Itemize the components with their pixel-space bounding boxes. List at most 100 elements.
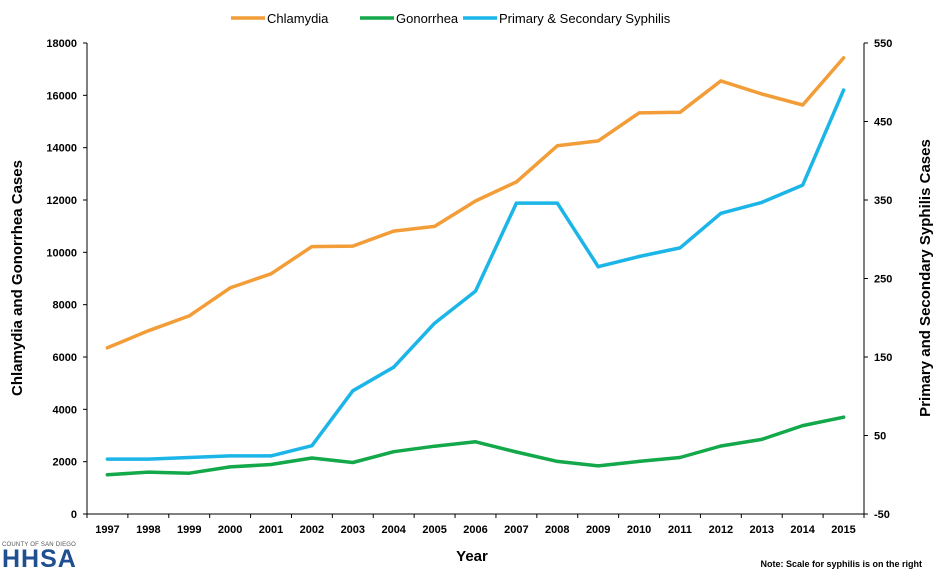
x-tick-label: 2012 (709, 524, 733, 536)
data-point-chlamydia (678, 110, 682, 114)
data-point-gonorrhea (596, 464, 600, 468)
data-point-chlamydia (841, 56, 846, 60)
data-point-chlamydia (473, 199, 478, 203)
data-point-gonorrhea (514, 450, 518, 454)
x-tick-label: 2002 (300, 524, 324, 536)
data-point-gonorrhea (105, 473, 110, 477)
data-point-chlamydia (433, 224, 437, 229)
hhsa-logo: COUNTY OF SAN DIEGO HHSA (0, 542, 140, 573)
y-tick-left-label: 10000 (46, 247, 77, 259)
y-tick-left-label: 14000 (46, 143, 77, 155)
data-point-gonorrhea (719, 444, 723, 448)
data-point-primary-secondary-syphilis (801, 183, 805, 187)
data-point-gonorrhea (269, 462, 273, 467)
y-tick-left-label: 0 (71, 509, 77, 521)
data-point-primary-secondary-syphilis (433, 321, 437, 325)
data-point-primary-secondary-syphilis (146, 457, 150, 461)
x-tick-label: 2009 (586, 524, 610, 536)
data-point-primary-secondary-syphilis (555, 201, 559, 205)
legend-label-gonorrhea: Gonorrhea (396, 11, 459, 26)
legend-label-primary-secondary-syphilis: Primary & Secondary Syphilis (499, 11, 671, 26)
axes: 0 2000 4000 6000 8000 10000 12000 14000 16000 180… (46, 38, 892, 536)
series-lines (105, 56, 846, 477)
data-point-chlamydia (310, 244, 314, 249)
data-point-primary-secondary-syphilis (269, 454, 273, 458)
series-line-gonorrhea (105, 415, 846, 477)
x-tick-label: 2003 (341, 524, 365, 536)
x-tick-label: 2007 (504, 524, 528, 536)
x-tick-label: 2000 (218, 524, 242, 536)
data-point-gonorrhea (801, 423, 805, 428)
data-point-gonorrhea (555, 459, 559, 464)
y-tick-left-label: 16000 (46, 90, 77, 102)
data-point-primary-secondary-syphilis (187, 455, 191, 460)
data-point-primary-secondary-syphilis (473, 289, 478, 293)
legend: Chlamydia Gonorrhea Primary & Secondary Sy… (231, 11, 671, 26)
logo-county-text: COUNTY OF SAN DIEGO (2, 542, 77, 548)
data-point-primary-secondary-syphilis (637, 254, 641, 259)
data-point-gonorrhea (637, 459, 641, 464)
data-point-gonorrhea (392, 450, 396, 454)
data-point-chlamydia (596, 139, 600, 143)
data-point-primary-secondary-syphilis (351, 389, 355, 393)
x-axis-title: Year (456, 548, 488, 565)
data-point-chlamydia (801, 103, 805, 107)
scale-note: Note: Scale for syphilis is on the right (760, 559, 922, 569)
series-line-primary-secondary-syphilis (105, 88, 846, 461)
data-point-chlamydia (228, 286, 232, 290)
data-point-chlamydia (555, 144, 559, 148)
data-point-chlamydia (637, 111, 641, 115)
data-point-gonorrhea (310, 456, 314, 460)
y-tick-left-label: 4000 (53, 404, 77, 416)
y-tick-left-label: 2000 (53, 457, 77, 469)
data-point-primary-secondary-syphilis (678, 246, 682, 250)
data-point-primary-secondary-syphilis (596, 265, 600, 269)
legend-label-chlamydia: Chlamydia (267, 11, 329, 26)
x-tick-label: 2008 (545, 524, 569, 536)
data-point-primary-secondary-syphilis (719, 211, 723, 215)
data-point-primary-secondary-syphilis (760, 200, 764, 204)
x-tick-label: 2004 (381, 524, 406, 536)
data-point-chlamydia (187, 314, 191, 318)
x-tick-label: 1998 (136, 524, 160, 536)
data-point-chlamydia (760, 92, 764, 96)
data-point-gonorrhea (433, 444, 437, 448)
y-tick-left-label: 12000 (46, 195, 77, 207)
data-point-gonorrhea (228, 465, 232, 469)
data-point-gonorrhea (841, 415, 846, 419)
data-point-gonorrhea (678, 455, 682, 460)
series-line-chlamydia (105, 56, 846, 350)
data-point-chlamydia (514, 180, 518, 184)
data-point-gonorrhea (760, 437, 764, 442)
logo-hhsa-text: HHSA (2, 545, 77, 573)
data-point-primary-secondary-syphilis (514, 201, 518, 205)
data-point-primary-secondary-syphilis (105, 457, 110, 461)
data-point-gonorrhea (473, 440, 478, 444)
data-point-chlamydia (351, 244, 355, 248)
data-point-chlamydia (146, 329, 150, 333)
data-point-primary-secondary-syphilis (310, 444, 314, 448)
x-tick-label: 2010 (627, 524, 651, 536)
y-tick-left-label: 8000 (53, 300, 77, 312)
x-tick-label: 2011 (668, 524, 692, 536)
data-point-chlamydia (105, 346, 110, 350)
data-point-chlamydia (392, 229, 396, 233)
y-tick-right-label: 450 (874, 117, 892, 129)
y-tick-right-label: 550 (874, 38, 892, 50)
y-tick-right-label: 350 (874, 195, 892, 207)
y-axis-title-left: Chlamydia and Gonorrhea Cases (9, 160, 26, 396)
data-point-gonorrhea (187, 471, 191, 475)
data-point-primary-secondary-syphilis (228, 454, 232, 458)
x-tick-label: 2005 (422, 524, 446, 536)
y-tick-left-label: 18000 (46, 38, 77, 50)
y-tick-right-label: -50 (874, 509, 890, 521)
x-tick-label: 2013 (750, 524, 774, 536)
y-tick-right-label: 50 (874, 431, 886, 443)
x-tick-label: 1997 (95, 524, 119, 536)
data-point-primary-secondary-syphilis (392, 365, 396, 369)
x-tick-label: 2001 (259, 524, 283, 536)
x-tick-label: 1999 (177, 524, 201, 536)
y-tick-right-label: 150 (874, 352, 892, 364)
y-axis-title-right: Primary and Secondary Syphilis Cases (917, 139, 934, 417)
